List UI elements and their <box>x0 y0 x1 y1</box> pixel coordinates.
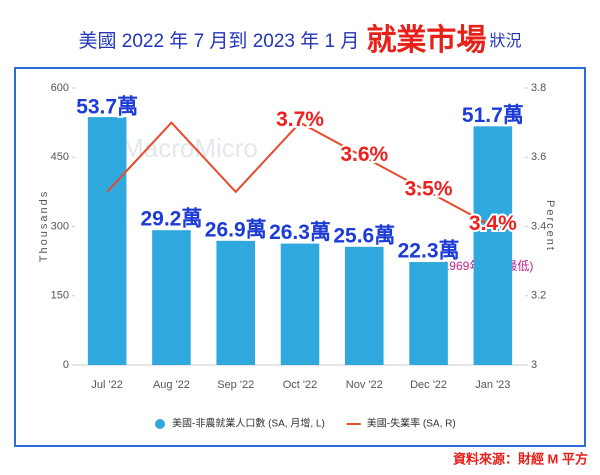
data-label: 53.7萬 <box>76 95 138 119</box>
y2-tick-label: 3.8 <box>531 82 546 94</box>
chart-title: 美國 2022 年 7 月到 2023 年 1 月 就業市場 狀況 <box>78 23 521 57</box>
y2-tick-label: 3 <box>531 359 537 371</box>
bar <box>87 117 127 366</box>
x-tick-label: Jan '23 <box>475 379 510 391</box>
source: 資料來源：財經 M 平方 <box>453 451 588 466</box>
bar <box>409 262 448 365</box>
y-tick-label: 450 <box>51 151 69 163</box>
legend-swatch <box>155 419 165 429</box>
data-label: 51.7萬 <box>462 103 524 127</box>
y-tick-label: 150 <box>51 290 69 302</box>
legend-label: 美國-非農就業人口數 (SA, 月增, L) <box>172 417 325 430</box>
legend-label: 美國-失業率 (SA, R) <box>367 417 456 430</box>
y-tick-label: 300 <box>51 220 69 232</box>
y-tick-label: 600 <box>51 82 69 94</box>
bar <box>152 230 191 365</box>
data-label: 25.6萬 <box>333 223 395 247</box>
data-label: 29.2萬 <box>140 207 202 231</box>
title-part: 就業市場 <box>366 23 486 57</box>
y2-tick-label: 3.4 <box>531 220 546 232</box>
bar <box>280 243 320 365</box>
x-tick-label: Nov '22 <box>346 379 383 391</box>
y2-tick-label: 3.2 <box>531 290 546 302</box>
x-tick-label: Dec '22 <box>410 379 447 391</box>
x-tick-label: Oct '22 <box>283 379 318 391</box>
data-label: 26.9萬 <box>205 217 267 241</box>
data-label: 3.4% <box>469 212 517 235</box>
bar <box>345 246 384 365</box>
data-label: 26.3萬 <box>269 220 331 244</box>
bar <box>216 240 255 365</box>
data-label: 3.6% <box>340 143 388 166</box>
y-tick-label: 0 <box>63 359 69 371</box>
x-tick-label: Sep '22 <box>217 379 254 391</box>
x-tick-label: Aug '22 <box>153 379 190 391</box>
line <box>106 121 494 228</box>
data-label: 3.7% <box>276 108 324 131</box>
data-label: 22.3萬 <box>398 239 460 263</box>
y2-axis-label: Percent <box>544 200 556 252</box>
title-part: 狀況 <box>490 32 522 50</box>
y2-tick-label: 3.6 <box>531 151 546 163</box>
data-label: 3.5% <box>405 177 453 200</box>
y-axis-label: Thousands <box>38 190 50 262</box>
watermark: MacroMicro <box>122 133 258 163</box>
x-tick-label: Jul '22 <box>91 379 122 391</box>
bar <box>473 126 513 366</box>
title-part: 美國 2022 年 7 月到 2023 年 1 月 <box>78 30 359 52</box>
